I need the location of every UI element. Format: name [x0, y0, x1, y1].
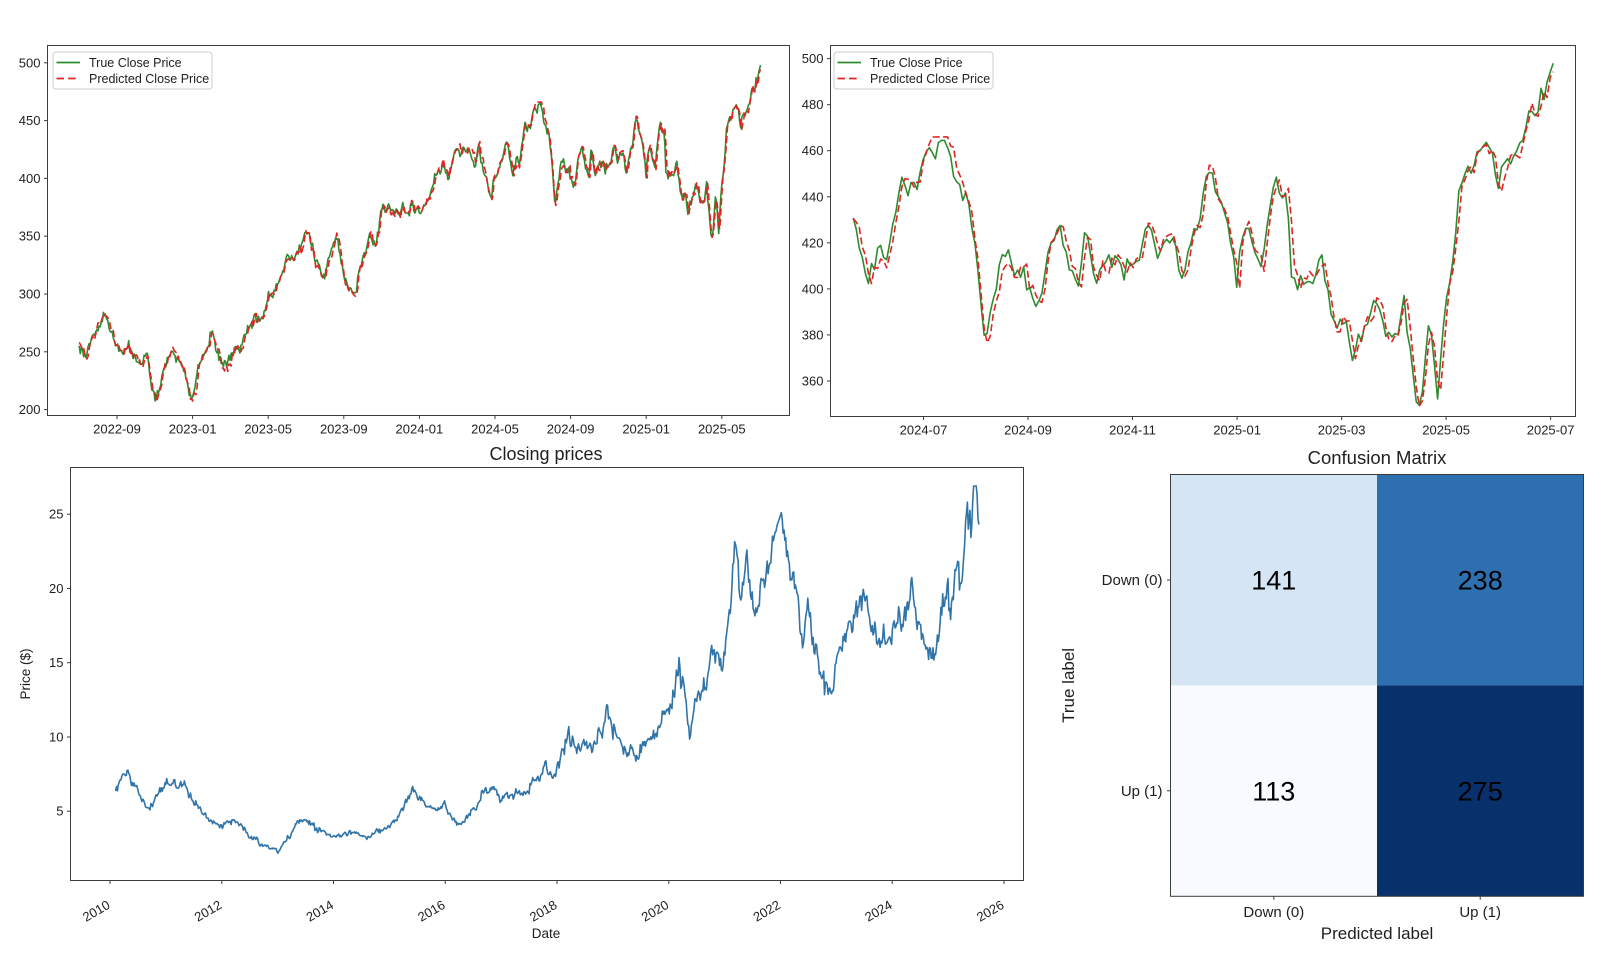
svg-text:350: 350	[19, 229, 41, 244]
svg-text:460: 460	[802, 143, 824, 158]
svg-text:200: 200	[19, 402, 41, 417]
svg-text:113: 113	[1252, 776, 1295, 806]
svg-text:Price ($): Price ($)	[18, 648, 33, 699]
svg-text:2024-11: 2024-11	[1109, 423, 1156, 438]
svg-text:Up (1): Up (1)	[1459, 904, 1501, 921]
svg-text:400: 400	[19, 171, 41, 186]
svg-text:2024-05: 2024-05	[471, 422, 519, 437]
svg-text:True Close Price: True Close Price	[89, 56, 182, 70]
svg-text:2022-09: 2022-09	[93, 422, 141, 437]
svg-text:2025-05: 2025-05	[1422, 423, 1470, 438]
svg-text:True label: True label	[1059, 648, 1078, 723]
svg-text:300: 300	[19, 287, 41, 302]
svg-text:True Close Price: True Close Price	[870, 56, 963, 70]
svg-text:15: 15	[49, 655, 63, 670]
svg-text:440: 440	[802, 189, 824, 204]
svg-text:2024-09: 2024-09	[547, 422, 595, 437]
svg-text:Confusion Matrix: Confusion Matrix	[1308, 447, 1448, 468]
svg-text:250: 250	[19, 344, 41, 359]
svg-text:25: 25	[49, 507, 63, 522]
svg-text:2024-07: 2024-07	[900, 423, 948, 438]
svg-text:Predicted label: Predicted label	[1321, 924, 1433, 943]
svg-text:360: 360	[802, 374, 824, 389]
svg-text:420: 420	[802, 235, 824, 250]
svg-text:2023-01: 2023-01	[169, 422, 217, 437]
svg-text:2025-01: 2025-01	[1213, 423, 1261, 438]
svg-text:238: 238	[1458, 566, 1503, 596]
svg-text:Predicted Close Price: Predicted Close Price	[870, 72, 990, 86]
svg-text:141: 141	[1251, 566, 1296, 596]
svg-text:480: 480	[802, 97, 824, 112]
svg-text:Down (0): Down (0)	[1243, 904, 1304, 921]
svg-text:Up (1): Up (1)	[1121, 783, 1163, 800]
svg-text:2025-05: 2025-05	[698, 422, 746, 437]
svg-text:2024-01: 2024-01	[396, 422, 444, 437]
svg-text:400: 400	[802, 281, 824, 296]
svg-text:380: 380	[802, 327, 824, 342]
svg-text:Down (0): Down (0)	[1102, 572, 1163, 589]
svg-text:10: 10	[49, 730, 63, 745]
svg-text:2025-01: 2025-01	[622, 422, 670, 437]
svg-text:20: 20	[49, 581, 63, 596]
svg-text:275: 275	[1458, 776, 1503, 806]
svg-text:500: 500	[19, 55, 41, 70]
svg-text:2023-05: 2023-05	[244, 422, 292, 437]
svg-text:450: 450	[19, 113, 41, 128]
svg-text:2025-07: 2025-07	[1527, 423, 1575, 438]
svg-text:5: 5	[56, 804, 63, 819]
svg-text:Predicted Close Price: Predicted Close Price	[89, 72, 209, 86]
svg-text:500: 500	[802, 51, 824, 66]
svg-text:2025-03: 2025-03	[1318, 423, 1366, 438]
svg-text:2024-09: 2024-09	[1004, 423, 1052, 438]
svg-text:Closing prices: Closing prices	[489, 444, 602, 464]
svg-text:Date: Date	[532, 926, 561, 941]
svg-text:2023-09: 2023-09	[320, 422, 368, 437]
